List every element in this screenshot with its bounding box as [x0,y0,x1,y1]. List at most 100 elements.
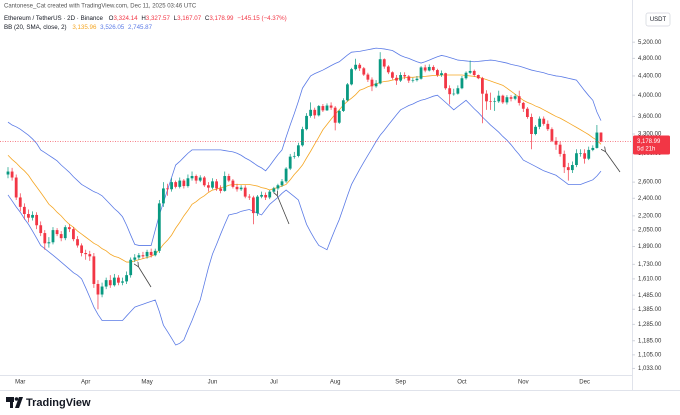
candle-body [550,129,554,141]
candle-body [452,93,456,95]
candle-body [575,153,578,166]
candle-body [247,196,251,198]
x-tick-label: Aug [330,380,341,386]
candle-body [59,234,63,239]
y-tick-label: 4,400.00 [638,74,662,80]
candle-body [456,88,460,94]
candle-body [198,177,202,181]
indicator-value: 2,745.87 [128,24,153,31]
candle-body [292,155,296,157]
candle-body [227,176,231,181]
candle-body [43,233,47,244]
ohlc-key: L [174,15,178,22]
logo-mark [15,397,23,408]
candle-body [22,206,26,215]
candle-body [170,182,173,190]
indicator-value: 3,526.05 [100,24,125,31]
y-tick-label: 3,600.00 [638,114,662,120]
candle-body [39,225,43,234]
candle-body [27,214,30,218]
candle-body [162,188,165,204]
candle-body [305,115,308,130]
y-tick-label: 2,200.00 [638,213,662,219]
candle-body [272,188,276,192]
currency-button[interactable] [645,12,671,27]
candle-body [301,129,304,146]
candle-body [125,275,128,282]
candle-body [517,96,521,103]
candle-body [530,117,533,135]
candle-body [182,180,186,187]
annotation-arrow [138,266,152,288]
price-tag-label: 3,178.99 [637,139,661,145]
candle-body [464,72,468,79]
x-tick-label: Apr [81,380,90,386]
currency[interactable]: USDT [650,17,667,23]
candle-body [264,194,268,198]
annotation-arrow [605,151,621,173]
candle-body [407,76,411,81]
candle-body [329,105,333,108]
candle-body [399,75,403,81]
candle-body [260,194,263,197]
candle-body [366,74,370,80]
credit: Cantonese_Cat created with TradingView.c… [4,4,197,10]
x-tick-label: Oct [457,380,467,386]
price-tag [633,135,670,155]
candle-body [104,280,108,287]
y-tick-label: 1,385.00 [638,307,662,313]
candle-body [157,203,161,251]
change: −145.15 (−4.37%) [237,15,287,22]
candle-body [415,78,419,81]
x-tick-label: May [141,380,152,386]
candle-body [440,73,443,76]
candle-body [358,64,362,69]
candle-body [362,68,366,75]
candle-body [468,70,472,73]
candle-body [542,118,546,124]
candle-body [108,280,112,286]
x-tick-label: Jun [208,380,218,386]
y-tick-label: 1,485.00 [638,293,662,299]
candle-body [133,257,137,260]
candle-body [63,227,67,239]
ohlc-value: 3,324.14 [114,15,139,22]
candle-body [321,106,325,111]
candle-body [325,105,329,111]
candle-body [599,132,603,142]
candle-body [166,188,169,190]
candle-body [566,167,570,171]
candle-body [595,132,599,148]
candle-body [583,153,587,159]
candle-body [100,286,104,295]
candle-body [411,80,415,81]
symbol-legend: Ethereum / TetherUS · 2D · Binance O3,32… [4,15,287,22]
candle-body [485,93,488,102]
candle-body [346,84,349,101]
candle-body [587,149,591,159]
candle-body [505,97,509,103]
y-tick-label: 2,050.00 [638,228,662,234]
candle-body [288,156,292,169]
bollinger-band [7,94,602,346]
candle-body [149,251,153,256]
candle-body [202,177,206,186]
candle-body [337,110,341,123]
candle-body [534,126,537,135]
y-tick-label: 1,610.00 [638,276,662,282]
annotation-arrow [277,195,290,225]
candle-body [206,185,210,188]
candle-body [47,242,51,244]
y-tick-label: 3,300.00 [638,132,662,138]
candle-body [579,153,582,154]
bollinger-band [7,74,602,263]
candle-body [84,253,88,255]
candle-body [521,102,525,109]
x-tick-label: Mar [15,380,25,386]
candle-body [317,106,321,116]
ohlc-value: 3,327.57 [146,15,171,22]
candle-body [538,118,542,127]
candle-body [276,185,280,189]
candle-body [211,181,214,188]
candle-body [570,165,574,171]
